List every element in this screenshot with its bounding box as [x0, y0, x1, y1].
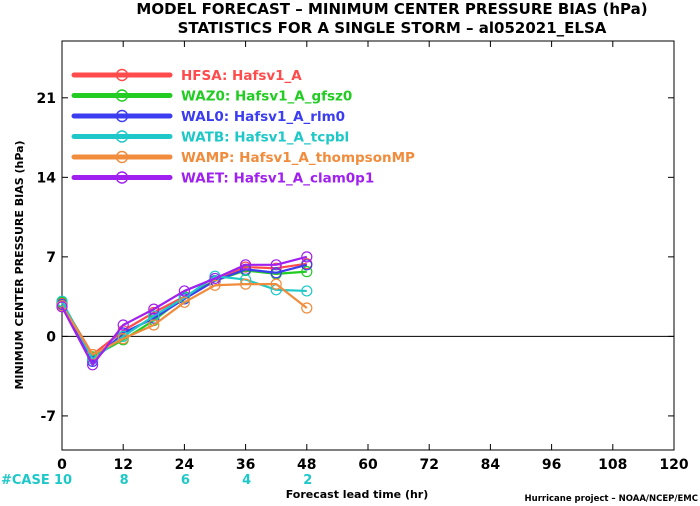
chart-subtitle: STATISTICS FOR A SINGLE STORM – al052021… [178, 19, 607, 37]
y-tick-label: 21 [37, 91, 56, 107]
legend-label: WAET: Hafsv1_A_clam0p1 [181, 171, 374, 187]
data-point [240, 278, 252, 290]
x-tick-label: 12 [113, 457, 132, 473]
case-count-label: #CASE [1, 473, 50, 488]
legend-label: WAMP: Hafsv1_A_thompsonMP [181, 150, 415, 166]
y-axis-label: MINIMUM CENTER PRESSURE BIAS (hPa) [13, 140, 26, 389]
x-tick-label: 24 [175, 457, 195, 473]
data-point [117, 333, 129, 345]
data-point [270, 267, 282, 279]
data-point [270, 278, 282, 290]
legend-label: WAZ0: Hafsv1_A_gfsz0 [181, 89, 352, 105]
x-tick-label: 96 [542, 457, 561, 473]
case-count: 2 [303, 473, 312, 488]
legend-swatch-marker [115, 68, 129, 82]
data-point [301, 251, 313, 263]
legend-label: WAL0: Hafsv1_A_rlm0 [181, 109, 345, 125]
data-point [148, 303, 160, 315]
data-point [301, 266, 313, 278]
legend-swatch-marker [115, 109, 129, 123]
data-point [209, 279, 221, 291]
legend: HFSA: Hafsv1_A WAZ0: Hafsv1_A_gfsz0 WAL0: … [71, 68, 415, 187]
credit-text: Hurricane project – NOAA/NCEP/EMC [525, 494, 698, 504]
series-line [61, 263, 308, 363]
case-count: 6 [181, 473, 190, 488]
plot-frame [61, 40, 675, 451]
y-tick-label: 0 [46, 329, 56, 345]
legend-swatch-marker [115, 150, 129, 164]
case-count: 8 [120, 473, 129, 488]
data-point [148, 319, 160, 331]
x-tick-label: 72 [419, 457, 438, 473]
y-tick-label: 7 [46, 250, 56, 266]
x-axis-label: Forecast lead time (hr) [286, 488, 429, 501]
series-line [61, 255, 308, 366]
legend-swatch-marker [115, 171, 129, 184]
data-point [178, 296, 190, 308]
legend-label: WATB: Hafsv1_A_tcpbl [181, 130, 349, 146]
x-tick-label: 120 [659, 457, 688, 473]
case-count: 4 [242, 473, 251, 488]
series-line [61, 283, 308, 356]
data-point [301, 285, 313, 297]
data-point [301, 302, 313, 314]
y-tick-label: 14 [37, 170, 57, 186]
chart-title: MODEL FORECAST – MINIMUM CENTER PRESSURE… [136, 0, 647, 18]
legend-label: HFSA: Hafsv1_A [181, 68, 302, 84]
data-point [56, 301, 68, 313]
data-point [240, 259, 252, 271]
x-tick-label: 0 [57, 457, 67, 473]
data-point [86, 359, 99, 371]
data-point [178, 285, 190, 297]
data-point [117, 319, 129, 331]
data-point [270, 259, 282, 271]
y-tick-label: -7 [40, 409, 56, 425]
x-tick-label: 60 [358, 457, 378, 473]
x-tick-label: 48 [297, 457, 316, 473]
data-point [209, 272, 221, 285]
x-tick-label: 84 [481, 457, 501, 473]
legend-swatch-marker [115, 89, 129, 102]
x-tick-label: 36 [236, 457, 255, 473]
legend-swatch-marker [115, 130, 129, 143]
data-point [301, 259, 313, 271]
series-line [61, 262, 307, 356]
x-tick-label: 108 [598, 457, 627, 473]
series-line [61, 275, 307, 361]
case-count: 10 [54, 473, 72, 488]
data-point [148, 310, 160, 322]
